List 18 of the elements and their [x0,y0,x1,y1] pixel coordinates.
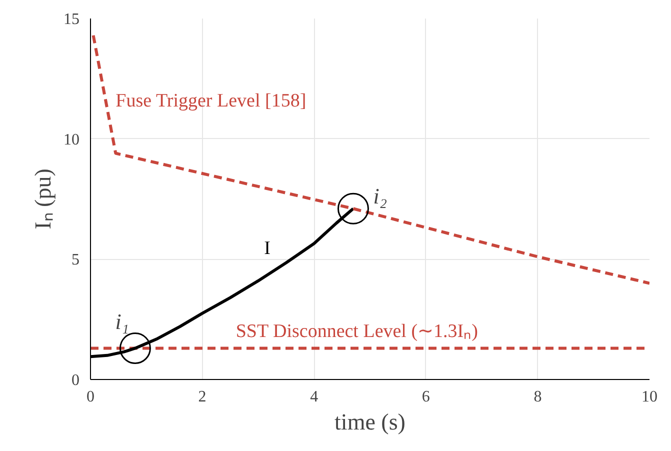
x-tick-label: 2 [198,388,206,406]
y-tick-label: 15 [64,11,80,28]
y-axis-title: Iₙ (pu) [30,168,56,230]
x-tick-label: 10 [642,388,658,406]
series-label: Fuse Trigger Level [158] [116,90,306,112]
x-tick-label: 6 [422,388,430,406]
x-axis-title: time (s) [334,410,406,434]
y-tick-label: 0 [72,372,80,389]
x-tick-label: 0 [86,388,94,406]
y-tick-label: 5 [72,252,80,269]
ref-line-label: SST Disconnect Level (∼1.3Iₙ) [236,321,478,342]
x-tick-label: 4 [310,388,318,406]
annotation: i₁ [115,309,129,334]
x-tick-label: 8 [534,388,542,406]
annotation: i₂ [373,184,388,209]
line-series [92,34,650,285]
y-tick-label: 10 [64,131,80,148]
series-label: I [264,238,270,259]
